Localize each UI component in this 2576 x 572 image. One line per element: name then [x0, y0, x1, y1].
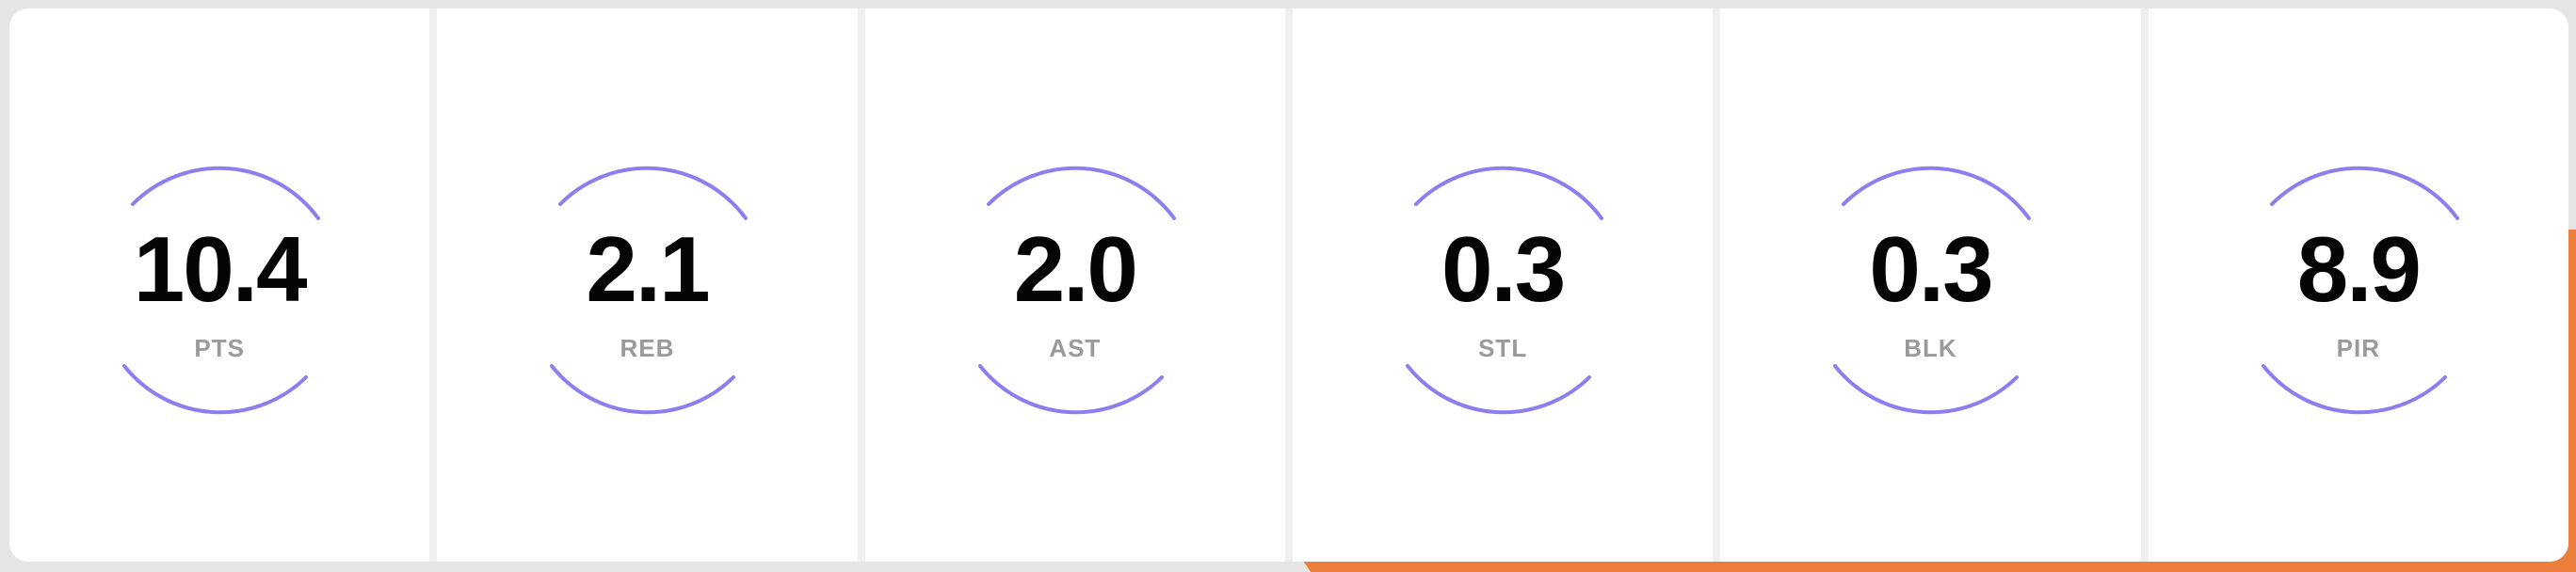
stat-card-pir: 8.9 PIR: [2148, 8, 2568, 562]
ring-icon: [977, 166, 1176, 415]
stat-value: 10.4: [133, 217, 308, 321]
stat-card-reb: 2.1 REB: [437, 8, 858, 562]
stat-card-pts: 10.4 PTS: [9, 8, 430, 562]
stat-label: REB: [620, 334, 675, 362]
stats-panel: 10.4 PTS 2.1 REB 2.0 AST 0.3 STL 0.3 BLK…: [9, 8, 2568, 562]
stat-value: 2.1: [586, 217, 710, 321]
stat-label: AST: [1049, 334, 1102, 362]
stat-value: 2.0: [1013, 217, 1138, 321]
stat-label: BLK: [1904, 334, 1957, 362]
stat-label: PIR: [2336, 334, 2380, 362]
ring-icon: [2261, 166, 2459, 415]
stat-card-blk: 0.3 BLK: [1720, 8, 2141, 562]
stat-value: 8.9: [2296, 217, 2422, 321]
stat-value: 0.3: [1441, 217, 1566, 321]
stat-value: 0.3: [1869, 217, 1993, 321]
ring-icon: [550, 166, 749, 415]
ring-icon: [1833, 166, 2032, 415]
stat-card-stl: 0.3 STL: [1292, 8, 1714, 562]
stat-label: PTS: [194, 334, 245, 362]
ring-icon: [122, 166, 321, 415]
ring-icon: [1406, 166, 1604, 415]
stat-label: STL: [1478, 334, 1528, 362]
stat-card-ast: 2.0 AST: [864, 8, 1285, 562]
